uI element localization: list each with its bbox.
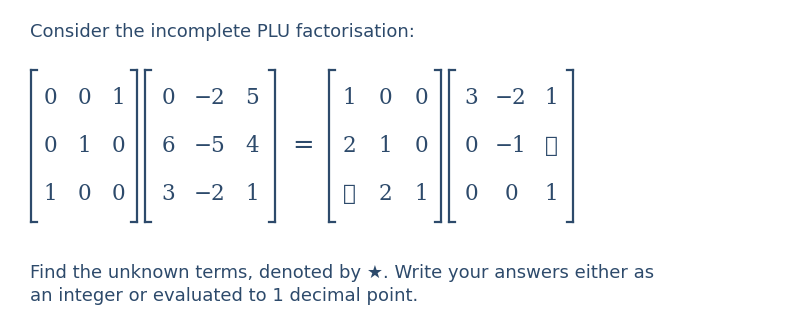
Text: 0: 0 — [77, 87, 91, 109]
Text: 0: 0 — [161, 87, 175, 109]
Text: 1: 1 — [77, 135, 91, 157]
Text: 1: 1 — [342, 87, 356, 109]
Text: 0: 0 — [77, 183, 91, 205]
Text: 2: 2 — [378, 183, 392, 205]
Text: 0: 0 — [414, 135, 428, 157]
Text: 1: 1 — [111, 87, 125, 109]
Text: −1: −1 — [495, 135, 527, 157]
Text: Consider the incomplete PLU factorisation:: Consider the incomplete PLU factorisatio… — [30, 23, 415, 41]
Text: 0: 0 — [111, 183, 125, 205]
Text: 2: 2 — [342, 135, 356, 157]
Text: 1: 1 — [43, 183, 57, 205]
Text: 1: 1 — [544, 183, 558, 205]
Text: −2: −2 — [194, 87, 226, 109]
Text: 0: 0 — [111, 135, 125, 157]
Text: 1: 1 — [544, 87, 558, 109]
Text: 0: 0 — [414, 87, 428, 109]
Text: 0: 0 — [464, 183, 478, 205]
Text: 1: 1 — [378, 135, 392, 157]
Text: an integer or evaluated to 1 decimal point.: an integer or evaluated to 1 decimal poi… — [30, 287, 418, 305]
Text: 0: 0 — [464, 135, 478, 157]
Text: 3: 3 — [161, 183, 175, 205]
Text: 0: 0 — [378, 87, 392, 109]
Text: 1: 1 — [414, 183, 428, 205]
Text: 6: 6 — [161, 135, 175, 157]
Text: =: = — [292, 134, 314, 159]
Text: Find the unknown terms, denoted by ★. Write your answers either as: Find the unknown terms, denoted by ★. Wr… — [30, 264, 654, 282]
Text: −2: −2 — [495, 87, 527, 109]
Text: ★: ★ — [342, 183, 356, 205]
Text: 0: 0 — [43, 135, 57, 157]
Text: −2: −2 — [194, 183, 226, 205]
Text: 5: 5 — [245, 87, 259, 109]
Text: 1: 1 — [245, 183, 259, 205]
Text: 0: 0 — [43, 87, 57, 109]
Text: ★: ★ — [545, 135, 557, 157]
Text: 4: 4 — [245, 135, 259, 157]
Text: −5: −5 — [194, 135, 226, 157]
Text: 3: 3 — [464, 87, 478, 109]
Text: 0: 0 — [504, 183, 518, 205]
